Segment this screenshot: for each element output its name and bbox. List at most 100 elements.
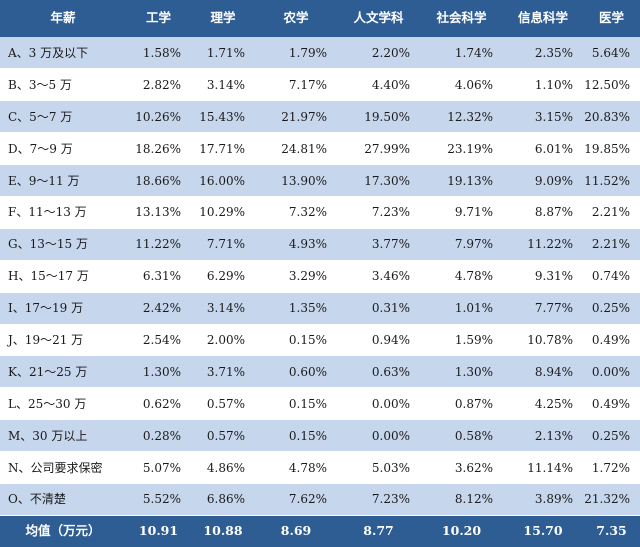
header-cell-salary: 年薪 bbox=[50, 10, 76, 26]
row-label: D、7～9 万 bbox=[0, 132, 126, 165]
percentage-cell: 0.57% bbox=[191, 419, 255, 452]
percentage-cell: 3.71% bbox=[191, 355, 255, 388]
percentage-cell: 16.00% bbox=[191, 164, 255, 197]
percentage-cell: 15.43% bbox=[191, 100, 255, 133]
percentage-cell: 13.90% bbox=[255, 164, 337, 197]
header-cell-medicine: 医学 bbox=[598, 10, 624, 26]
percentage-cell: 2.21% bbox=[583, 227, 640, 261]
percentage-cell: 2.54% bbox=[126, 323, 191, 356]
percentage-cell: 0.49% bbox=[583, 323, 640, 356]
row-label: J、19～21 万 bbox=[0, 323, 126, 356]
average-cell: 15.70 bbox=[503, 514, 583, 547]
percentage-cell: 8.12% bbox=[420, 482, 503, 516]
percentage-cell: 19.85% bbox=[583, 132, 640, 165]
percentage-cell: 0.28% bbox=[126, 419, 191, 452]
percentage-cell: 6.01% bbox=[503, 132, 583, 165]
percentage-cell: 19.50% bbox=[337, 100, 420, 133]
table-row: A、3 万及以下 1.58% 1.71% 1.79% 2.20% 1.74% 2.35% 5.… bbox=[0, 37, 640, 69]
percentage-cell: 2.13% bbox=[503, 419, 583, 452]
percentage-cell: 4.06% bbox=[420, 68, 503, 101]
header-cell-science: 理学 bbox=[210, 10, 236, 26]
percentage-cell: 0.15% bbox=[255, 323, 337, 356]
row-label: N、公司要求保密 bbox=[0, 451, 126, 484]
row-label: H、15～17 万 bbox=[0, 259, 126, 293]
average-cell: 10.20 bbox=[420, 514, 503, 547]
percentage-cell: 2.35% bbox=[534, 45, 573, 60]
table-row: G、13～15 万 11.22% 7.71% 4.93% 3.77% 7.97% 11.22… bbox=[0, 227, 640, 261]
row-label: G、13～15 万 bbox=[0, 227, 126, 261]
percentage-cell: 0.87% bbox=[420, 387, 503, 420]
percentage-cell: 1.79% bbox=[288, 45, 327, 60]
average-cell: 8.77 bbox=[337, 514, 420, 547]
table-row: F、11～13 万 13.13% 10.29% 7.32% 7.23% 9.71% 8.87… bbox=[0, 195, 640, 229]
percentage-cell: 11.52% bbox=[583, 164, 640, 197]
header-cell-humanities: 人文学科 bbox=[353, 10, 404, 26]
header-cell-engineering: 工学 bbox=[145, 10, 171, 26]
row-label: B、3～5 万 bbox=[0, 68, 126, 101]
percentage-cell: 20.83% bbox=[583, 100, 640, 133]
percentage-cell: 4.86% bbox=[191, 451, 255, 484]
table-row: K、21～25 万 1.30% 3.71% 0.60% 0.63% 1.30% 8.94% 0… bbox=[0, 355, 640, 388]
percentage-cell: 1.35% bbox=[255, 291, 337, 325]
average-label: 均值（万元） bbox=[0, 514, 126, 547]
row-label: C、5～7 万 bbox=[0, 100, 126, 133]
table-row: E、9～11 万 18.66% 16.00% 13.90% 17.30% 19.13% 9.… bbox=[0, 164, 640, 197]
percentage-cell: 7.23% bbox=[337, 482, 420, 516]
percentage-cell: 0.00% bbox=[337, 387, 420, 420]
percentage-cell: 6.31% bbox=[126, 259, 191, 293]
percentage-cell: 18.26% bbox=[126, 132, 191, 165]
header-cell-social-science: 社会科学 bbox=[436, 10, 487, 26]
row-label: E、9～11 万 bbox=[0, 164, 126, 197]
percentage-cell: 13.13% bbox=[126, 195, 191, 229]
percentage-cell: 5.64% bbox=[591, 45, 630, 60]
table-row: B、3～5 万 2.82% 3.14% 7.17% 4.40% 4.06% 1.10% 12.… bbox=[0, 68, 640, 101]
percentage-cell: 8.94% bbox=[503, 355, 583, 388]
percentage-cell: 4.78% bbox=[420, 259, 503, 293]
average-cell: 10.88 bbox=[191, 514, 255, 547]
percentage-cell: 17.30% bbox=[337, 164, 420, 197]
percentage-cell: 1.30% bbox=[420, 355, 503, 388]
percentage-cell: 1.58% bbox=[142, 45, 181, 60]
percentage-cell: 0.74% bbox=[583, 259, 640, 293]
row-label: K、21～25 万 bbox=[0, 355, 126, 388]
percentage-cell: 19.13% bbox=[420, 164, 503, 197]
percentage-cell: 3.62% bbox=[420, 451, 503, 484]
percentage-cell: 11.22% bbox=[503, 227, 583, 261]
average-row: 均值（万元） 10.91 10.88 8.69 8.77 10.20 15.70… bbox=[0, 514, 640, 547]
percentage-cell: 5.07% bbox=[126, 451, 191, 484]
percentage-cell: 6.86% bbox=[191, 482, 255, 516]
percentage-cell: 8.87% bbox=[503, 195, 583, 229]
table-row: C、5～7 万 10.26% 15.43% 21.97% 19.50% 12.32% 3.1… bbox=[0, 100, 640, 133]
percentage-cell: 2.00% bbox=[191, 323, 255, 356]
row-label: F、11～13 万 bbox=[0, 195, 126, 229]
percentage-cell: 1.10% bbox=[503, 68, 583, 101]
header-row: 年薪 工学 理学 农学 人文学科 社会科学 信息科学 医学 bbox=[0, 0, 640, 37]
percentage-cell: 5.03% bbox=[337, 451, 420, 484]
percentage-cell: 21.97% bbox=[255, 100, 337, 133]
percentage-cell: 1.59% bbox=[420, 323, 503, 356]
percentage-cell: 2.42% bbox=[126, 291, 191, 325]
percentage-cell: 0.49% bbox=[583, 387, 640, 420]
percentage-cell: 0.25% bbox=[583, 291, 640, 325]
percentage-cell: 11.14% bbox=[503, 451, 583, 484]
percentage-cell: 27.99% bbox=[337, 132, 420, 165]
percentage-cell: 3.29% bbox=[255, 259, 337, 293]
percentage-cell: 1.30% bbox=[126, 355, 191, 388]
percentage-cell: 0.15% bbox=[255, 387, 337, 420]
percentage-cell: 3.46% bbox=[337, 259, 420, 293]
average-cell: 10.91 bbox=[126, 514, 191, 547]
percentage-cell: 7.17% bbox=[255, 68, 337, 101]
header-cell-information-science: 信息科学 bbox=[517, 10, 568, 26]
percentage-cell: 5.52% bbox=[126, 482, 191, 516]
average-cell: 8.69 bbox=[255, 514, 337, 547]
percentage-cell: 0.31% bbox=[337, 291, 420, 325]
percentage-cell: 3.77% bbox=[337, 227, 420, 261]
percentage-cell: 7.77% bbox=[503, 291, 583, 325]
percentage-cell: 1.74% bbox=[454, 45, 493, 60]
table-row: H、15～17 万 6.31% 6.29% 3.29% 3.46% 4.78% 9.31% 0… bbox=[0, 259, 640, 293]
percentage-cell: 10.29% bbox=[191, 195, 255, 229]
percentage-cell: 2.82% bbox=[126, 68, 191, 101]
percentage-cell: 0.58% bbox=[420, 419, 503, 452]
percentage-cell: 6.29% bbox=[191, 259, 255, 293]
percentage-cell: 12.32% bbox=[420, 100, 503, 133]
